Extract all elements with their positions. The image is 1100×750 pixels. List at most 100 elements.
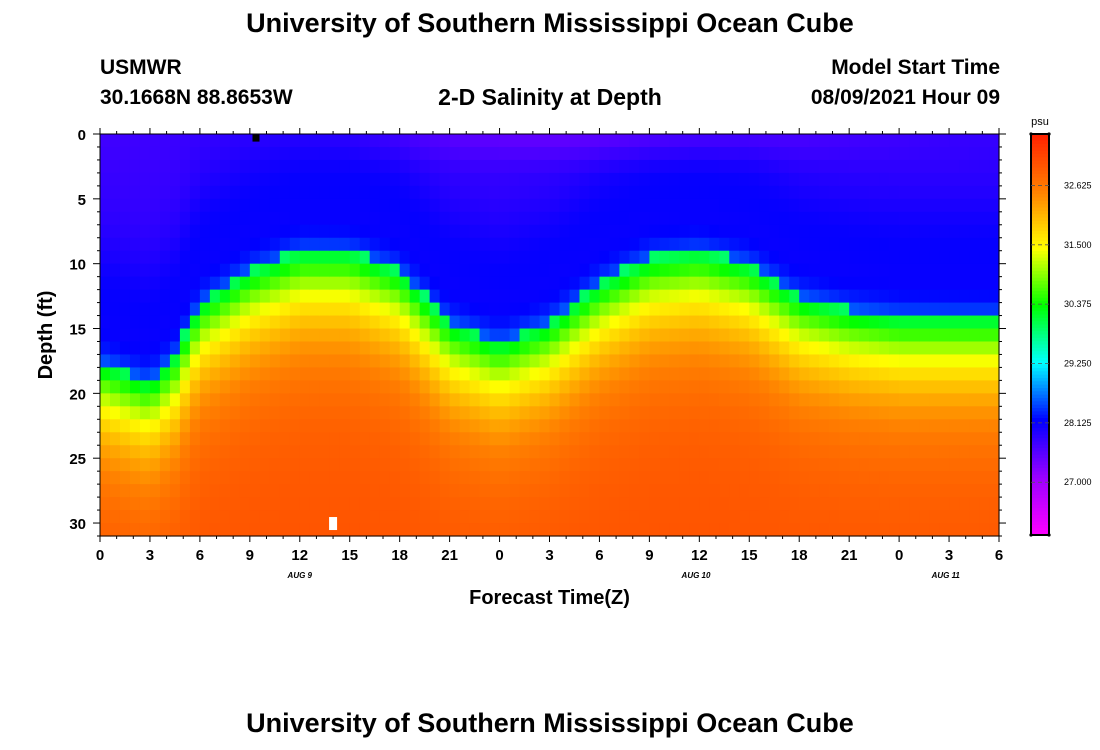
heatmap-cell: [289, 159, 301, 174]
heatmap-cell: [379, 250, 391, 265]
heatmap-cell: [499, 445, 511, 459]
heatmap-cell: [629, 432, 640, 446]
heatmap-cell: [189, 523, 201, 537]
heatmap-cell: [729, 510, 740, 524]
heatmap-cell: [519, 341, 531, 356]
heatmap-cell: [229, 393, 241, 407]
heatmap-cell: [859, 497, 870, 511]
heatmap-cell: [979, 198, 990, 213]
heatmap-cell: [589, 263, 601, 278]
colorbar-band: [1031, 514, 1049, 519]
heatmap-cell: [259, 367, 271, 381]
heatmap-cell: [359, 471, 371, 485]
colorbar-band: [1031, 438, 1049, 443]
heatmap-cell: [549, 419, 561, 433]
x-tick-label: 0: [895, 547, 903, 564]
heatmap-cell: [309, 354, 321, 369]
heatmap-cell: [199, 484, 211, 498]
heatmap-cell: [100, 484, 111, 498]
heatmap-cell: [899, 432, 910, 446]
heatmap-cell: [769, 302, 780, 317]
heatmap-cell: [129, 432, 141, 446]
heatmap-cell: [479, 484, 491, 498]
heatmap-cell: [239, 237, 251, 252]
heatmap-cell: [719, 471, 730, 485]
heatmap-cell: [799, 237, 810, 252]
heatmap-cell: [779, 172, 790, 187]
heatmap-cell: [619, 315, 631, 330]
heatmap-cell: [739, 289, 750, 304]
heatmap-cell: [519, 224, 531, 239]
heatmap-cell: [539, 406, 551, 420]
heatmap-cell: [729, 250, 740, 265]
heatmap-cell: [149, 445, 161, 459]
heatmap-cell: [169, 458, 181, 472]
heatmap-cell: [639, 523, 650, 537]
heatmap-cell: [629, 159, 640, 174]
heatmap-cell: [649, 172, 660, 187]
heatmap-cell: [449, 458, 461, 472]
heatmap-cell: [469, 419, 481, 433]
heatmap-cell: [729, 328, 740, 343]
heatmap-cell: [319, 419, 331, 433]
heatmap-cell: [899, 159, 910, 174]
heatmap-cell: [969, 458, 980, 472]
heatmap-cell: [399, 458, 411, 472]
heatmap-cell: [459, 172, 471, 187]
heatmap-cell: [389, 510, 401, 524]
heatmap-cell: [239, 432, 251, 446]
heatmap-cell: [709, 134, 720, 148]
heatmap-cell: [489, 224, 501, 239]
heatmap-cell: [719, 458, 730, 472]
heatmap-cell: [759, 432, 770, 446]
heatmap-cell: [839, 393, 850, 407]
heatmap-cell: [729, 484, 740, 498]
heatmap-cell: [619, 250, 631, 265]
heatmap-cell: [729, 224, 740, 239]
heatmap-cell: [689, 354, 700, 369]
heatmap-cell: [739, 276, 750, 291]
heatmap-cell: [469, 484, 481, 498]
heatmap-cell: [329, 159, 341, 174]
heatmap-cell: [599, 172, 611, 187]
heatmap-cell: [499, 172, 511, 187]
heatmap-cell: [199, 380, 211, 394]
heatmap-cell: [839, 237, 850, 252]
heatmap-cell: [559, 432, 571, 446]
heatmap-cell: [769, 367, 780, 381]
heatmap-cell: [889, 302, 900, 317]
heatmap-cell: [829, 237, 840, 252]
heatmap-cell: [849, 237, 860, 252]
heatmap-cell: [219, 510, 231, 524]
heatmap-cell: [319, 432, 331, 446]
heatmap-cell: [469, 380, 481, 394]
heatmap-cell: [189, 263, 201, 278]
heatmap-cell: [209, 406, 221, 420]
heatmap-cell: [459, 237, 471, 252]
heatmap-cell: [599, 458, 611, 472]
heatmap-cell: [609, 185, 621, 200]
heatmap-cell: [389, 224, 401, 239]
heatmap-cell: [719, 432, 730, 446]
heatmap-cell: [369, 237, 381, 252]
heatmap-cell: [569, 445, 581, 459]
heatmap-cell: [579, 237, 591, 252]
heatmap-cell: [809, 263, 820, 278]
heatmap-cell: [539, 393, 551, 407]
heatmap-cell: [409, 315, 421, 330]
heatmap-cell: [259, 393, 271, 407]
heatmap-cell: [559, 328, 571, 343]
heatmap-cell: [709, 471, 720, 485]
heatmap-cell: [359, 159, 371, 174]
heatmap-cell: [739, 419, 750, 433]
x-tick-label: 3: [545, 547, 553, 564]
heatmap-cell: [169, 315, 181, 330]
page-title: University of Southern Mississippi Ocean…: [246, 8, 854, 38]
heatmap-cell: [979, 341, 990, 356]
heatmap-cell: [719, 510, 730, 524]
heatmap-cell: [379, 237, 391, 252]
heatmap-cell: [779, 406, 790, 420]
heatmap-cell: [179, 445, 191, 459]
heatmap-cell: [409, 146, 421, 161]
heatmap-cell: [289, 393, 301, 407]
